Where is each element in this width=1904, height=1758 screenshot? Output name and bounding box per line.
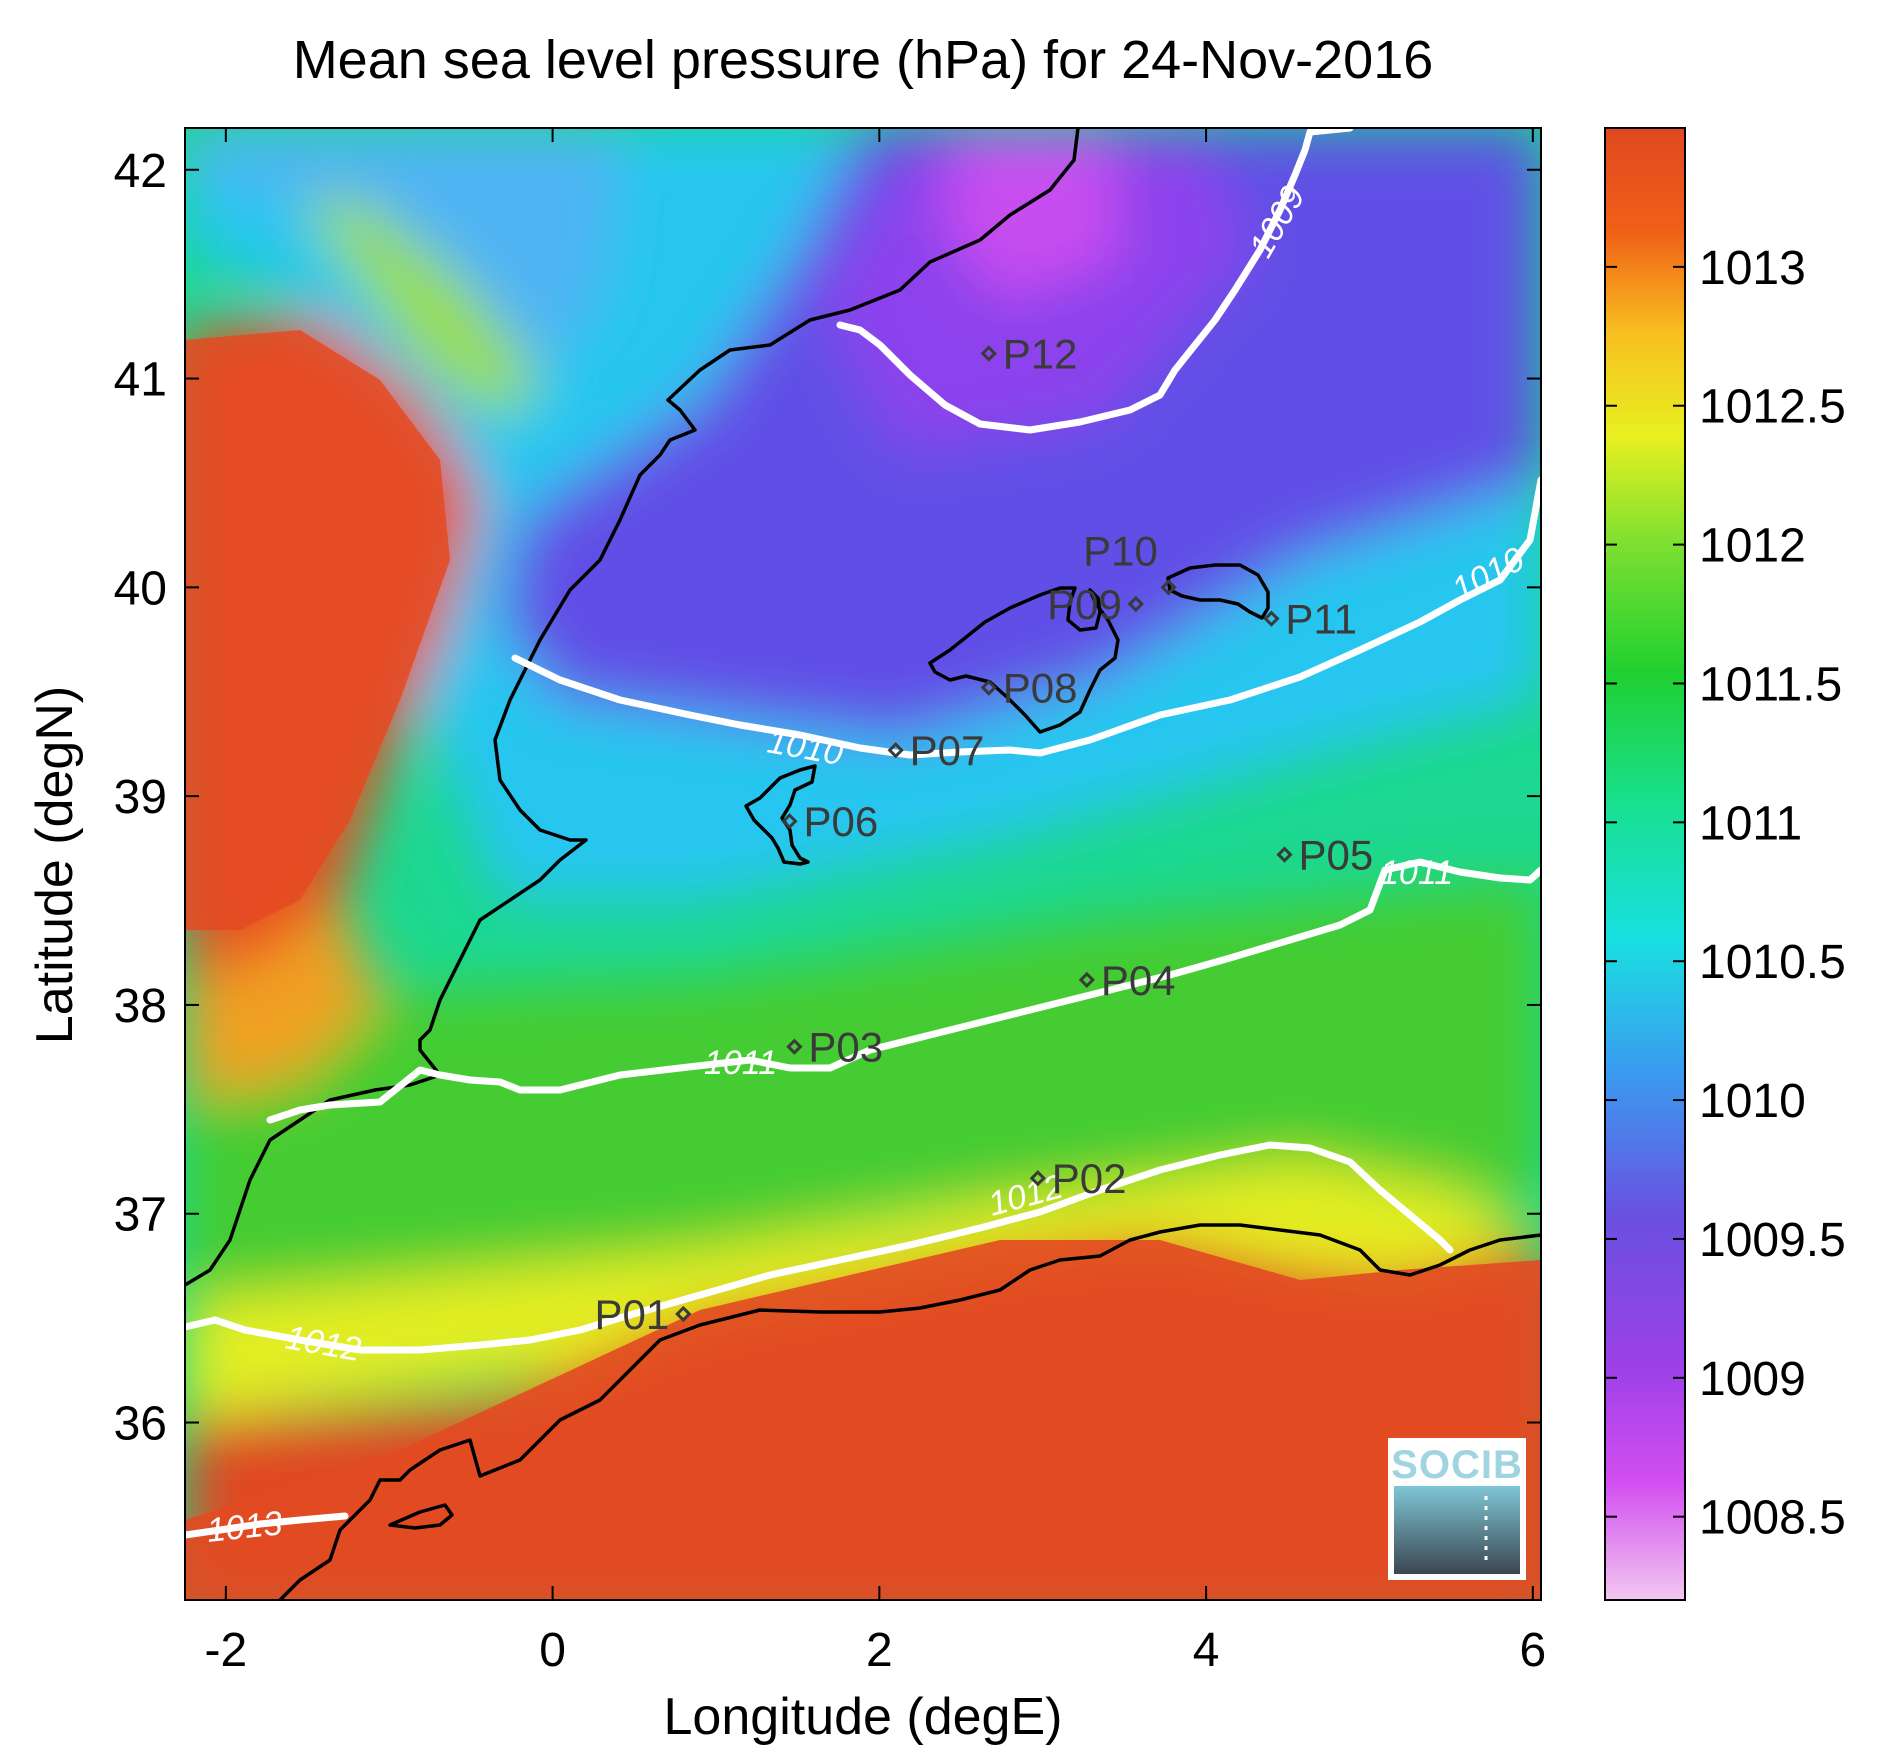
colorbar-tick-label: 1010.5 — [1699, 936, 1846, 989]
plot-frame — [184, 127, 1542, 1601]
y-tick-label: 38 — [114, 980, 167, 1033]
x-axis-label: Longitude (degE) — [664, 1688, 1063, 1746]
colorbar-tick-label: 1011 — [1699, 797, 1802, 850]
socib-logo-text: SOCIB — [1391, 1443, 1523, 1487]
y-axis-label: Latitude (degN) — [26, 686, 84, 1044]
station-marker-icon — [1160, 579, 1177, 596]
station-label: P05 — [1299, 832, 1374, 879]
station-marker-icon — [980, 679, 997, 696]
map-plot-area: 1009 1010 1010 1011 1011 1012 1012 1013 … — [185, 128, 1541, 1600]
station-label: P08 — [1003, 665, 1078, 712]
y-tick-label: 39 — [114, 771, 167, 824]
station-label: P12 — [1003, 330, 1078, 377]
x-axis: -2 0 2 4 6 — [204, 128, 1546, 1677]
station-label: P06 — [803, 798, 878, 845]
colorbar-tick-label: 1009 — [1699, 1353, 1806, 1406]
colorbar-tick-label: 1011.5 — [1699, 658, 1842, 711]
station-p07: P07 — [887, 727, 985, 774]
mallorca-coastline — [928, 586, 1120, 734]
isobar-1012 — [185, 1141, 1454, 1354]
station-marker-icon — [1029, 1170, 1046, 1187]
africa-coastline — [278, 1223, 1541, 1600]
y-axis: 36 37 38 39 40 41 42 — [114, 145, 1541, 1451]
station-p05: P05 — [1276, 832, 1374, 879]
colorbar-ticks: 1008.5 1009 1009.5 1010 1010.5 1011 1011.5 1012… — [1605, 242, 1846, 1545]
station-marker-icon — [1127, 595, 1144, 613]
x-tick-label: 0 — [539, 1624, 566, 1677]
station-label: P01 — [595, 1291, 670, 1338]
station-p08: P08 — [980, 665, 1078, 712]
contour-label: 1011 — [1380, 854, 1453, 892]
station-label: P10 — [1083, 527, 1158, 574]
socib-logo: SOCIB — [1388, 1438, 1526, 1580]
stations-layer: P01 P02 P03 P04 P05 P06 P07 P08 P09 P10 P11 P12 — [595, 330, 1374, 1337]
station-marker-icon — [887, 742, 904, 759]
station-marker-icon — [675, 1305, 692, 1323]
menorca-coastline — [1166, 563, 1270, 620]
station-p04: P04 — [1078, 957, 1176, 1004]
station-label: P07 — [910, 727, 985, 774]
y-tick-label: 40 — [114, 562, 167, 615]
x-tick-label: 4 — [1193, 1624, 1220, 1677]
isobars — [185, 128, 1541, 1539]
contour-label: 1013 — [205, 1504, 284, 1550]
station-label: P09 — [1047, 581, 1122, 628]
isobar-1010-west — [511, 476, 1541, 759]
x-tick-label: -2 — [204, 1624, 247, 1677]
colorbar-tick-label: 1009.5 — [1699, 1214, 1846, 1267]
y-tick-label: 41 — [114, 354, 167, 407]
ibiza-coastline — [744, 764, 817, 866]
y-tick-label: 37 — [114, 1189, 167, 1242]
colorbar-tick-label: 1008.5 — [1699, 1492, 1846, 1545]
colorbar-tick-label: 1012.5 — [1699, 381, 1846, 434]
station-p03: P03 — [786, 1024, 883, 1071]
isobar-1013 — [185, 1512, 349, 1539]
station-label: P11 — [1285, 596, 1357, 643]
station-p10: P10 — [1083, 527, 1177, 596]
station-label: P02 — [1052, 1155, 1127, 1202]
iberia-high-pressure-core — [185, 330, 450, 930]
station-marker-icon — [980, 345, 997, 362]
africa-high-pressure-core — [185, 1240, 1541, 1600]
colorbar-gradient — [1604, 127, 1686, 1601]
station-marker-icon — [781, 813, 798, 830]
alboran-island-coastline — [388, 1503, 454, 1530]
isobar-1011 — [266, 858, 1541, 1124]
x-tick-label: 6 — [1519, 1624, 1546, 1677]
station-marker-icon — [1078, 971, 1095, 989]
colorbar: 1008.5 1009 1009.5 1010 1010.5 1011 1011.5 1012… — [1604, 127, 1846, 1601]
station-marker-icon — [1263, 610, 1280, 627]
colorbar-tick-label: 1012 — [1699, 520, 1806, 573]
station-p01: P01 — [595, 1291, 692, 1338]
chart-title: Mean sea level pressure (hPa) for 24-Nov… — [293, 30, 1434, 90]
station-marker-icon — [786, 1038, 803, 1055]
isobar-1009 — [836, 128, 1354, 434]
station-p12: P12 — [980, 330, 1078, 377]
x-tick-label: 2 — [866, 1624, 893, 1677]
y-tick-label: 42 — [114, 145, 167, 198]
contour-label: 1011 — [704, 1044, 777, 1082]
station-p02: P02 — [1029, 1155, 1127, 1202]
station-p11: P11 — [1263, 596, 1357, 643]
station-label: P03 — [808, 1024, 883, 1071]
colorbar-tick-label: 1010 — [1699, 1075, 1806, 1128]
station-p09: P09 — [1047, 581, 1144, 628]
y-tick-label: 36 — [114, 1398, 167, 1451]
socib-logo-panel — [1394, 1486, 1520, 1574]
station-p06: P06 — [781, 798, 878, 845]
colorbar-tick-label: 1013 — [1699, 242, 1806, 295]
iberia-coastline — [185, 128, 1080, 1287]
coastlines — [185, 128, 1541, 1600]
station-label: P04 — [1101, 957, 1176, 1004]
station-marker-icon — [1276, 846, 1293, 863]
